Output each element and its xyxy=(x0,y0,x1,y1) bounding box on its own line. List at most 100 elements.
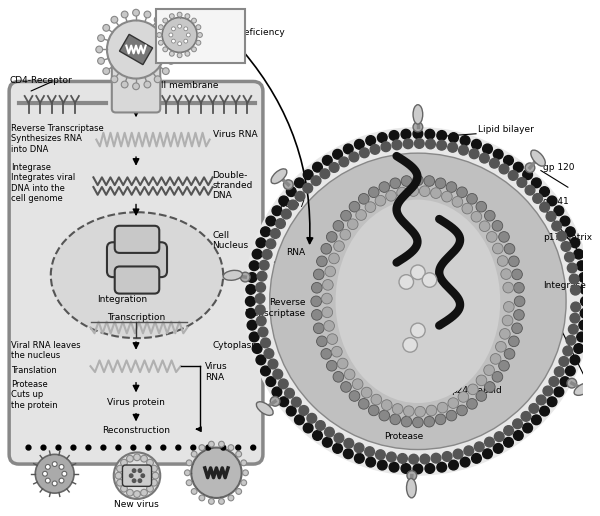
Circle shape xyxy=(208,441,214,447)
Circle shape xyxy=(334,433,344,443)
Circle shape xyxy=(186,480,192,486)
Circle shape xyxy=(163,47,167,52)
Text: New virus: New virus xyxy=(113,500,158,509)
Text: Double-
stranded
DNA: Double- stranded DNA xyxy=(212,171,253,200)
Circle shape xyxy=(401,416,412,427)
Circle shape xyxy=(410,323,425,337)
Circle shape xyxy=(479,153,489,163)
Circle shape xyxy=(552,221,562,231)
Circle shape xyxy=(311,310,322,320)
Circle shape xyxy=(469,149,479,158)
Circle shape xyxy=(560,216,570,226)
Circle shape xyxy=(525,185,535,195)
Circle shape xyxy=(442,191,452,202)
Circle shape xyxy=(169,46,176,53)
Circle shape xyxy=(500,329,510,339)
Circle shape xyxy=(386,190,397,201)
Circle shape xyxy=(191,451,197,457)
Circle shape xyxy=(419,186,430,197)
Circle shape xyxy=(256,238,266,248)
Circle shape xyxy=(191,18,196,23)
Circle shape xyxy=(403,406,414,416)
Circle shape xyxy=(397,187,407,198)
Circle shape xyxy=(256,355,266,365)
Circle shape xyxy=(35,455,74,493)
Circle shape xyxy=(286,187,296,197)
Circle shape xyxy=(52,481,57,486)
Circle shape xyxy=(96,46,103,53)
Circle shape xyxy=(533,194,542,203)
FancyBboxPatch shape xyxy=(115,266,159,294)
Circle shape xyxy=(98,57,104,64)
Circle shape xyxy=(252,344,262,353)
Text: Protease: Protease xyxy=(384,432,423,441)
Circle shape xyxy=(460,457,470,467)
Circle shape xyxy=(361,387,372,398)
Circle shape xyxy=(313,163,322,172)
Circle shape xyxy=(340,229,350,240)
Circle shape xyxy=(484,382,495,392)
Circle shape xyxy=(146,445,151,450)
Circle shape xyxy=(523,423,532,433)
Circle shape xyxy=(184,39,188,43)
Circle shape xyxy=(103,68,110,74)
Circle shape xyxy=(322,438,332,447)
Text: RNA: RNA xyxy=(286,248,305,257)
Circle shape xyxy=(161,445,166,450)
Circle shape xyxy=(59,478,64,483)
Text: Reverse Transcriptase
Synthesizes RNA
into DNA: Reverse Transcriptase Synthesizes RNA in… xyxy=(11,124,104,154)
Circle shape xyxy=(356,209,367,220)
Circle shape xyxy=(390,178,401,189)
Circle shape xyxy=(341,382,352,392)
Circle shape xyxy=(497,255,508,266)
Circle shape xyxy=(574,249,584,259)
Circle shape xyxy=(517,178,527,187)
Circle shape xyxy=(127,455,133,462)
Circle shape xyxy=(162,18,197,53)
Circle shape xyxy=(501,269,511,280)
Circle shape xyxy=(457,187,467,198)
Circle shape xyxy=(317,336,327,347)
FancyBboxPatch shape xyxy=(112,58,160,112)
Circle shape xyxy=(154,76,161,83)
Circle shape xyxy=(111,17,118,23)
Circle shape xyxy=(490,158,499,168)
Circle shape xyxy=(56,445,61,450)
Circle shape xyxy=(43,471,47,476)
Circle shape xyxy=(487,232,497,242)
Circle shape xyxy=(177,12,182,17)
Circle shape xyxy=(313,323,324,334)
Circle shape xyxy=(448,398,458,409)
Circle shape xyxy=(137,468,142,473)
Circle shape xyxy=(121,486,127,492)
Text: Integrase
Integrates viral
DNA into the
cell genome: Integrase Integrates viral DNA into the … xyxy=(11,163,76,203)
Circle shape xyxy=(333,372,344,382)
Circle shape xyxy=(449,460,458,470)
Circle shape xyxy=(158,40,163,45)
Circle shape xyxy=(366,457,376,467)
Circle shape xyxy=(252,249,262,259)
Circle shape xyxy=(496,342,506,352)
Circle shape xyxy=(571,302,581,312)
Text: Integrase: Integrase xyxy=(543,281,586,291)
Circle shape xyxy=(504,348,515,359)
Circle shape xyxy=(549,377,559,386)
Circle shape xyxy=(571,285,580,295)
Circle shape xyxy=(303,183,313,193)
Circle shape xyxy=(425,464,434,473)
Circle shape xyxy=(499,232,509,242)
Circle shape xyxy=(146,459,154,466)
Circle shape xyxy=(246,309,256,318)
Circle shape xyxy=(525,163,535,173)
Circle shape xyxy=(508,171,518,180)
Text: Viral RNA leaves
the nucleus: Viral RNA leaves the nucleus xyxy=(11,341,81,361)
Circle shape xyxy=(281,209,291,219)
Circle shape xyxy=(354,443,364,453)
Circle shape xyxy=(413,175,423,186)
Circle shape xyxy=(359,148,369,158)
Circle shape xyxy=(107,21,165,78)
Circle shape xyxy=(467,194,478,204)
Circle shape xyxy=(264,349,274,359)
Circle shape xyxy=(144,81,151,88)
Circle shape xyxy=(218,498,224,504)
